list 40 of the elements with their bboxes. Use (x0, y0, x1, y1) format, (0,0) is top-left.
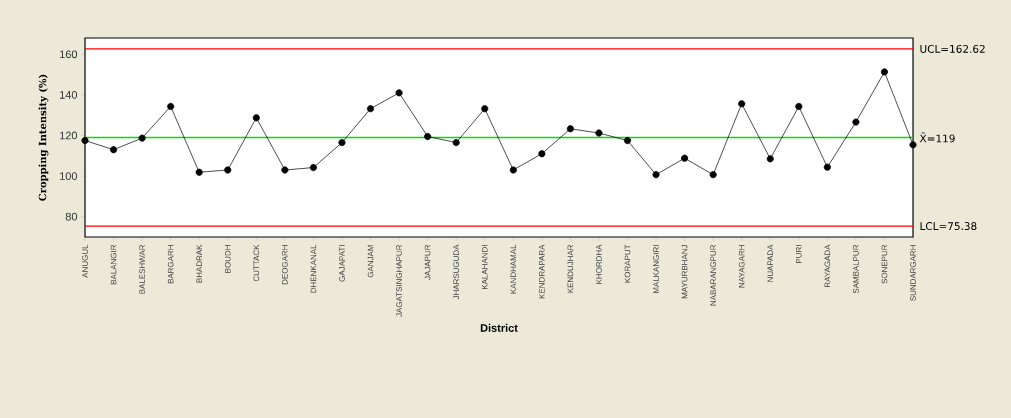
point (795, 102, 803, 110)
y-axis-title: Cropping Intensity (%) (38, 74, 49, 201)
ref-line-label: X̄=119 (919, 132, 955, 143)
x-axis-title: District (480, 323, 518, 332)
point (195, 168, 203, 176)
point (424, 132, 432, 141)
point (623, 137, 632, 145)
point (338, 139, 346, 147)
y-tick-label: 140 (60, 90, 78, 99)
point (481, 105, 489, 113)
point (366, 105, 375, 113)
point (138, 134, 146, 142)
point (852, 118, 860, 126)
point (909, 141, 917, 149)
point (81, 137, 89, 145)
point (880, 68, 888, 76)
y-tick-label: 100 (60, 172, 78, 180)
point (538, 150, 546, 158)
point (110, 146, 118, 154)
y-tick-label: 120 (60, 131, 78, 140)
point (452, 139, 460, 147)
point (509, 166, 517, 174)
point (566, 125, 574, 133)
point (281, 166, 289, 174)
point (252, 114, 260, 122)
ref-line-label: LCL=75.38 (920, 222, 977, 231)
y-tick-label: 160 (60, 50, 78, 59)
point (766, 155, 774, 163)
point (823, 163, 831, 171)
point (709, 171, 717, 179)
y-tick-label: 80 (65, 212, 78, 221)
point (681, 154, 689, 162)
point (395, 89, 403, 97)
ref-line-label: UCL=162.62 (920, 44, 985, 53)
point (595, 129, 603, 137)
point (167, 102, 175, 110)
point (652, 171, 660, 179)
point (309, 164, 317, 172)
point (224, 166, 232, 174)
point (738, 100, 746, 108)
